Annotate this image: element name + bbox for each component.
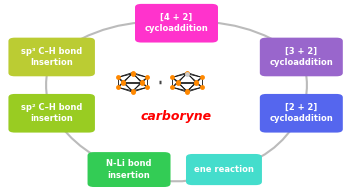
Text: ene reaction: ene reaction: [194, 165, 254, 174]
FancyBboxPatch shape: [186, 154, 262, 185]
FancyBboxPatch shape: [260, 38, 343, 76]
FancyBboxPatch shape: [260, 94, 343, 133]
Text: [2 + 2]
cycloaddition: [2 + 2] cycloaddition: [269, 103, 333, 123]
Text: N-Li bond
insertion: N-Li bond insertion: [106, 160, 152, 180]
Text: carboryne: carboryne: [141, 110, 212, 123]
FancyBboxPatch shape: [8, 38, 95, 76]
Text: sp³ C–H bond
Insertion: sp³ C–H bond Insertion: [21, 47, 82, 67]
FancyBboxPatch shape: [135, 4, 218, 43]
Text: sp² C–H bond
insertion: sp² C–H bond insertion: [21, 103, 82, 123]
FancyBboxPatch shape: [8, 94, 95, 133]
Text: [3 + 2]
cycloaddition: [3 + 2] cycloaddition: [269, 47, 333, 67]
FancyBboxPatch shape: [88, 152, 170, 187]
Text: [4 + 2]
cycloaddition: [4 + 2] cycloaddition: [145, 13, 208, 33]
